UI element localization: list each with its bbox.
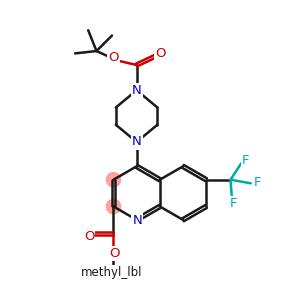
Circle shape <box>106 199 121 214</box>
Text: N: N <box>132 214 142 227</box>
Text: methyl_lbl: methyl_lbl <box>81 266 143 279</box>
Text: O: O <box>84 230 94 243</box>
Text: N: N <box>132 84 142 97</box>
Text: O: O <box>109 247 119 260</box>
Text: N: N <box>132 136 142 148</box>
Text: O: O <box>155 46 166 60</box>
Text: F: F <box>230 197 237 210</box>
Circle shape <box>106 172 121 187</box>
Text: O: O <box>109 51 119 64</box>
Text: F: F <box>242 154 249 166</box>
Text: F: F <box>254 176 261 189</box>
